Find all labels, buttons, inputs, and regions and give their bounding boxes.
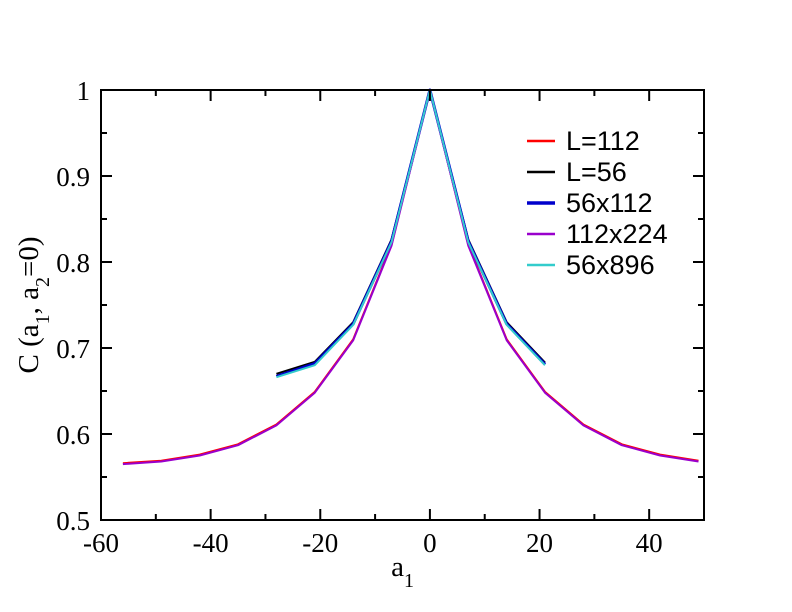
y-tick-label: 0.6 [56,420,90,450]
legend-label: 56x112 [566,188,653,218]
y-tick-label: 0.9 [56,162,90,192]
legend-label: 56x896 [566,250,655,280]
y-tick-label: 0.8 [56,248,90,278]
series-line-l-56 [276,89,546,375]
y-axis-title-part3: =0) [13,236,45,277]
x-tick-label: -60 [83,528,119,558]
x-tick-label: 20 [526,528,553,558]
x-tick-label: 0 [423,528,437,558]
y-axis-title-part2: , a [13,287,45,315]
y-tick-label: 0.5 [56,506,90,536]
series-layer [122,88,699,466]
x-tick-label: -40 [193,528,229,558]
x-axis-title: a1 [391,551,414,592]
axis-ticks: -60 -40 -20 0 20 40 0.5 0.6 0.7 0.8 0.9 1 [56,76,705,558]
y-axis-title-sub2: 2 [32,277,54,287]
legend-label: L=56 [566,157,627,187]
legend-label: 112x224 [566,219,668,249]
legend-label: L=112 [566,126,640,156]
y-axis-title-part1: C (a [13,324,45,373]
x-tick-label: -20 [302,528,338,558]
x-axis-title-main: a [391,551,404,583]
x-axis-title-subscript: 1 [404,570,414,592]
y-axis-title-sub1: 1 [32,314,54,324]
series-line-56x896 [276,89,546,379]
x-tick-label: 40 [636,528,663,558]
y-tick-label: 0.7 [56,334,90,364]
y-axis-title: C (a1, a2=0) [13,236,54,373]
y-tick-label: 1 [77,76,91,106]
